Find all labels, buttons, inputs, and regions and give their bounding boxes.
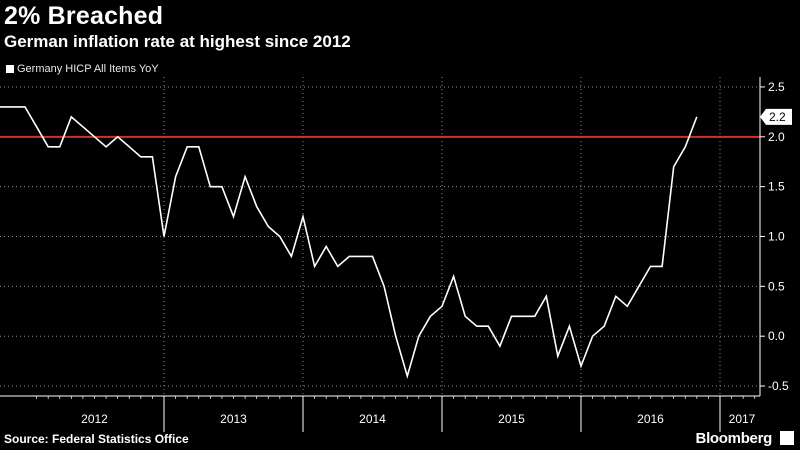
x-year-label: 2015: [498, 412, 525, 426]
y-tick-label: 0.5: [768, 279, 785, 293]
y-tick-label: 0.0: [768, 329, 785, 343]
legend-swatch: [6, 65, 14, 73]
chart-title: 2% Breached: [4, 2, 164, 30]
last-value-group: 2.2: [760, 108, 792, 125]
series-group: [0, 106, 698, 379]
source-note: Source: Federal Statistics Office: [4, 432, 189, 446]
legend-label: Germany HICP All Items YoY: [17, 63, 159, 75]
last-value-label: 2.2: [769, 110, 786, 124]
x-year-label: 2016: [637, 412, 664, 426]
series-line: [0, 106, 698, 379]
chart-subtitle: German inflation rate at highest since 2…: [4, 32, 351, 51]
y-tick-label: 2.5: [768, 80, 785, 94]
x-year-label: 2017: [729, 412, 756, 426]
x-year-label: 2014: [359, 412, 386, 426]
y-tick-label: 1.0: [768, 230, 785, 244]
grid-lines: [0, 77, 760, 396]
y-tick-label: 2.0: [768, 130, 785, 144]
brand-logo-text: Bloomberg: [695, 430, 773, 447]
x-year-label: 2012: [81, 412, 108, 426]
y-tick-label: 1.5: [768, 180, 785, 194]
x-year-label: 2013: [220, 412, 247, 426]
brand-mark-icon: [780, 431, 794, 445]
y-axis: 2.5 2.0 1.5 1.0 0.5 0.0 -0.5: [759, 77, 789, 396]
x-axis: 2012 2013 2014 2015 2016 2017: [0, 395, 760, 432]
y-tick-label: -0.5: [768, 379, 789, 393]
last-value-badge: [760, 108, 792, 125]
legend: Germany HICP All Items YoY: [6, 63, 159, 75]
